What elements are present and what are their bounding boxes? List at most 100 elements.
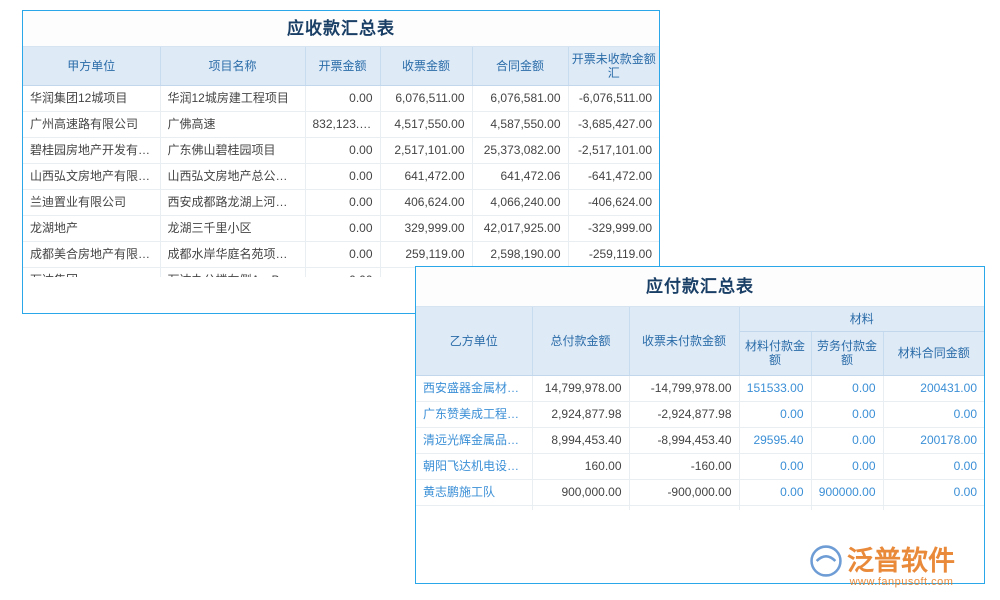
- payable-table: 乙方单位 总付款金额 收票未付款金额 材料 材料付款金额 劳务付款金额 材料合同…: [416, 307, 984, 510]
- cell-total-payment: 160.00: [532, 453, 630, 480]
- cell-contract: 6,076,581.00: [472, 85, 569, 112]
- table-row[interactable]: 山西弘文房地产有限… 山西弘文房地产总公司… 0.00 641,472.00 641,4…: [23, 163, 659, 190]
- cell-project: 万达办公楼左侧A、B…: [160, 267, 306, 277]
- cell-unpaid: -259,119.00: [568, 241, 659, 268]
- cell-unpaid: -329,999.00: [568, 215, 659, 242]
- cell-unpaid: -3,685,427.00: [568, 111, 659, 138]
- cell-party: 碧桂园房地产开发有…: [23, 137, 161, 164]
- receivable-table: 甲方单位 项目名称 开票金额 收票金额 合同金额 开票未收款金额 汇 华润集团1…: [23, 47, 659, 277]
- table-row[interactable]: 西安盛器金属材料有 14,799,978.00 -14,799,978.00 1515…: [416, 375, 984, 402]
- cell-party: 兰迪置业有限公司: [23, 189, 161, 216]
- cell-invoiced: 0.00: [305, 163, 381, 190]
- col-header-unpaid[interactable]: 收票未付款金额: [629, 307, 740, 376]
- cell-project: 华润12城房建工程项目: [160, 85, 306, 112]
- table-row[interactable]: 朝阳飞达机电设备有 160.00 -160.00 0.00 0.00 0.00: [416, 453, 984, 480]
- cell-invoiced: 0.00: [305, 215, 381, 242]
- cell-labor-payment: 0.00: [811, 453, 884, 480]
- receivable-table-body: 华润集团12城项目 华润12城房建工程项目 0.00 6,076,511.00 6,07…: [23, 85, 659, 277]
- cell-material-payment: 0.00: [739, 401, 812, 428]
- cell-received: 259,119.00: [380, 241, 473, 268]
- receivable-table-viewport[interactable]: 甲方单位 项目名称 开票金额 收票金额 合同金额 开票未收款金额 汇 华润集团1…: [23, 47, 659, 277]
- cell-unpaid: -900,000.00: [629, 479, 740, 506]
- col-header-party[interactable]: 甲方单位: [23, 47, 161, 86]
- cell-material-contract: 0.00: [883, 505, 984, 510]
- table-row[interactable]: 碧桂园房地产开发有… 广东佛山碧桂园项目 0.00 2,517,101.00 25,37…: [23, 137, 659, 164]
- table-row[interactable]: 黄志鹏施工队 900,000.00 -900,000.00 0.00 900000.00…: [416, 479, 984, 506]
- cell-material-contract: 0.00: [883, 479, 984, 506]
- cell-received: 4,517,550.00: [380, 111, 473, 138]
- payable-table-head: 乙方单位 总付款金额 收票未付款金额 材料 材料付款金额 劳务付款金额 材料合同…: [416, 307, 984, 376]
- payable-table-viewport[interactable]: 乙方单位 总付款金额 收票未付款金额 材料 材料付款金额 劳务付款金额 材料合同…: [416, 307, 984, 510]
- cell-contract: 2,598,190.00: [472, 241, 569, 268]
- cell-contract: 42,017,925.00: [472, 215, 569, 242]
- cell-invoiced: 0.00: [305, 137, 381, 164]
- cell-unpaid: -406,624.00: [568, 189, 659, 216]
- col-header-contract[interactable]: 合同金额: [472, 47, 569, 86]
- cell-unpaid: -641,472.00: [568, 163, 659, 190]
- table-row[interactable]: 龙湖地产 龙湖三千里小区 0.00 329,999.00 42,017,925.00 -3…: [23, 215, 659, 242]
- cell-material-contract: 0.00: [883, 453, 984, 480]
- col-header-total[interactable]: 总付款金额: [532, 307, 630, 376]
- cell-labor-payment: 900000.00: [811, 479, 884, 506]
- cell-material-contract: 200431.00: [883, 375, 984, 402]
- cell-party: 龙湖地产: [23, 215, 161, 242]
- cell-party[interactable]: 朝阳飞达机电设备有: [416, 453, 533, 480]
- payable-summary-panel: 应付款汇总表 乙方单位 总付款金额 收票未付款金额 材料 材料付款金额 劳务付款…: [415, 266, 985, 584]
- col-header-party[interactable]: 乙方单位: [416, 307, 533, 376]
- cell-party[interactable]: 林伟杰施工队: [416, 505, 533, 510]
- receivable-summary-panel: 应收款汇总表 甲方单位 项目名称 开票金额 收票金额 合同金额 开票未收款金额 …: [22, 10, 660, 314]
- cell-labor-payment: 0.00: [811, 427, 884, 454]
- cell-party: 华润集团12城项目: [23, 85, 161, 112]
- receivable-panel-title: 应收款汇总表: [23, 11, 659, 47]
- cell-project: 广佛高速: [160, 111, 306, 138]
- cell-received: 6,076,511.00: [380, 85, 473, 112]
- cell-unpaid: -2,924,877.98: [629, 401, 740, 428]
- cell-total-payment: 8,994,453.40: [532, 427, 630, 454]
- cell-contract: 25,373,082.00: [472, 137, 569, 164]
- table-row[interactable]: 华润集团12城项目 华润12城房建工程项目 0.00 6,076,511.00 6,07…: [23, 85, 659, 112]
- cell-total-payment: 900,000.00: [532, 479, 630, 506]
- cell-party[interactable]: 黄志鹏施工队: [416, 479, 533, 506]
- table-row[interactable]: 广东赞美成工程有限 2,924,877.98 -2,924,877.98 0.00 0.…: [416, 401, 984, 428]
- table-row[interactable]: 兰迪置业有限公司 西安成都路龙湖上河城… 0.00 406,624.00 4,066,2…: [23, 189, 659, 216]
- col-header-material-payment[interactable]: 材料付款金额: [739, 331, 812, 376]
- cell-material-contract: 0.00: [883, 401, 984, 428]
- col-header-received[interactable]: 收票金额: [380, 47, 473, 86]
- cell-project: 广东佛山碧桂园项目: [160, 137, 306, 164]
- cell-material-payment: 0.00: [739, 453, 812, 480]
- col-header-labor-payment[interactable]: 劳务付款金额: [811, 331, 884, 376]
- cell-unpaid: -8,994,453.40: [629, 427, 740, 454]
- cell-project: 龙湖三千里小区: [160, 215, 306, 242]
- cell-unpaid: -14,799,978.00: [629, 375, 740, 402]
- cell-party: 广州高速路有限公司: [23, 111, 161, 138]
- cell-contract: 4,587,550.00: [472, 111, 569, 138]
- table-row[interactable]: 成都美合房地产有限… 成都水岸华庭名苑项目… 0.00 259,119.00 2,598…: [23, 241, 659, 268]
- cell-material-payment: 0.00: [739, 479, 812, 506]
- table-row[interactable]: 清远光辉金属品有限 8,994,453.40 -8,994,453.40 29595.…: [416, 427, 984, 454]
- receivable-header-row: 甲方单位 项目名称 开票金额 收票金额 合同金额 开票未收款金额 汇: [23, 47, 659, 86]
- cell-unpaid: -2,517,101.00: [568, 137, 659, 164]
- cell-invoiced: 0.00: [305, 241, 381, 268]
- col-header-unpaid[interactable]: 开票未收款金额 汇: [568, 47, 659, 86]
- cell-material-payment: 151533.00: [739, 375, 812, 402]
- cell-party: 山西弘文房地产有限…: [23, 163, 161, 190]
- cell-party[interactable]: 广东赞美成工程有限: [416, 401, 533, 428]
- col-header-invoiced[interactable]: 开票金额: [305, 47, 381, 86]
- col-header-project[interactable]: 项目名称: [160, 47, 306, 86]
- cell-invoiced: 0.00: [305, 189, 381, 216]
- cell-invoiced: 832,123.00: [305, 111, 381, 138]
- cell-party[interactable]: 清远光辉金属品有限: [416, 427, 533, 454]
- payable-sub-header-row: 材料付款金额 劳务付款金额 材料合同金额: [416, 331, 984, 376]
- table-row[interactable]: 广州高速路有限公司 广佛高速 832,123.00 4,517,550.00 4,587…: [23, 111, 659, 138]
- cell-total-payment: 2,924,877.98: [532, 401, 630, 428]
- cell-total-payment: 64,990.00: [532, 505, 630, 510]
- cell-material-payment: 29595.40: [739, 427, 812, 454]
- table-row[interactable]: 林伟杰施工队64,990.00-64,990.000.0064990.000.0…: [416, 505, 984, 510]
- cell-received: 406,624.00: [380, 189, 473, 216]
- cell-material-payment: 0.00: [739, 505, 812, 510]
- cell-labor-payment: 0.00: [811, 401, 884, 428]
- col-header-material-contract[interactable]: 材料合同金额: [883, 331, 984, 376]
- cell-party: 成都美合房地产有限…: [23, 241, 161, 268]
- cell-party[interactable]: 西安盛器金属材料有: [416, 375, 533, 402]
- cell-invoiced: 0.00: [305, 85, 381, 112]
